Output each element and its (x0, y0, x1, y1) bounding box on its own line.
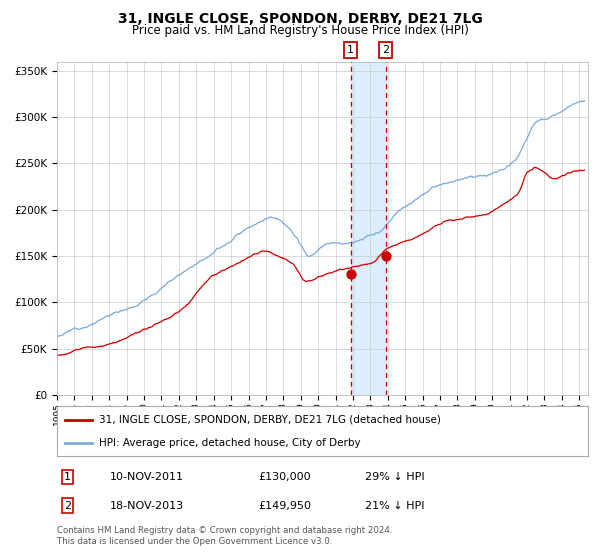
Text: Contains HM Land Registry data © Crown copyright and database right 2024.
This d: Contains HM Land Registry data © Crown c… (57, 526, 392, 546)
Text: 29% ↓ HPI: 29% ↓ HPI (365, 472, 425, 482)
Text: Price paid vs. HM Land Registry's House Price Index (HPI): Price paid vs. HM Land Registry's House … (131, 24, 469, 37)
Text: 1: 1 (347, 45, 354, 55)
Text: £149,950: £149,950 (259, 501, 312, 511)
Point (381, 251, 391, 260)
Text: 2: 2 (64, 501, 71, 511)
Point (346, 270, 355, 279)
Text: 1: 1 (64, 472, 71, 482)
Text: 31, INGLE CLOSE, SPONDON, DERBY, DE21 7LG (detached house): 31, INGLE CLOSE, SPONDON, DERBY, DE21 7L… (100, 414, 442, 424)
Text: 31, INGLE CLOSE, SPONDON, DERBY, DE21 7LG: 31, INGLE CLOSE, SPONDON, DERBY, DE21 7L… (118, 12, 482, 26)
Text: 18-NOV-2013: 18-NOV-2013 (110, 501, 184, 511)
Text: £130,000: £130,000 (259, 472, 311, 482)
Text: 21% ↓ HPI: 21% ↓ HPI (365, 501, 424, 511)
Text: HPI: Average price, detached house, City of Derby: HPI: Average price, detached house, City… (100, 438, 361, 448)
Text: 10-NOV-2011: 10-NOV-2011 (110, 472, 184, 482)
Bar (350, 62, 386, 395)
Text: 2: 2 (382, 45, 389, 55)
